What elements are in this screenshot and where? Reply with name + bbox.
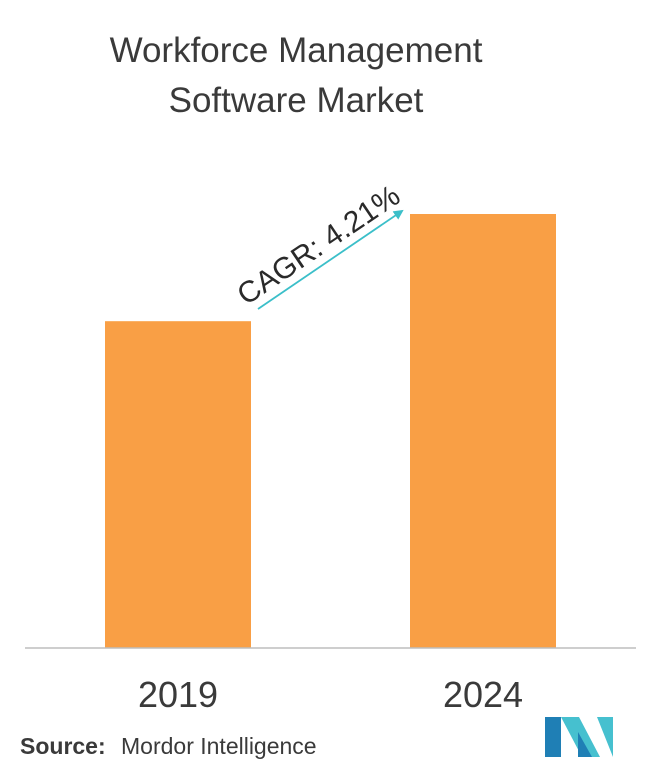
chart-title-line-1: Workforce Management — [110, 31, 483, 70]
cagr-arrow — [257, 209, 404, 310]
logo-diagonal-2 — [597, 717, 613, 757]
mordor-intelligence-logo — [545, 717, 613, 757]
source-label: Source: — [20, 733, 106, 759]
source-value: Mordor Intelligence — [121, 733, 317, 759]
cagr-label: CAGR: 4.21% — [231, 179, 406, 312]
bars-group — [105, 214, 556, 648]
x-tick-label-2024: 2024 — [443, 674, 523, 715]
x-tick-label-2019: 2019 — [138, 674, 218, 715]
x-tick-labels: 2019 2024 — [138, 674, 523, 715]
logo-left-stroke — [545, 717, 561, 757]
logo-middle-stroke — [578, 732, 592, 757]
bar-2019 — [105, 321, 251, 648]
bar-2024 — [410, 214, 556, 648]
chart-title-line-2: Software Market — [169, 81, 424, 120]
